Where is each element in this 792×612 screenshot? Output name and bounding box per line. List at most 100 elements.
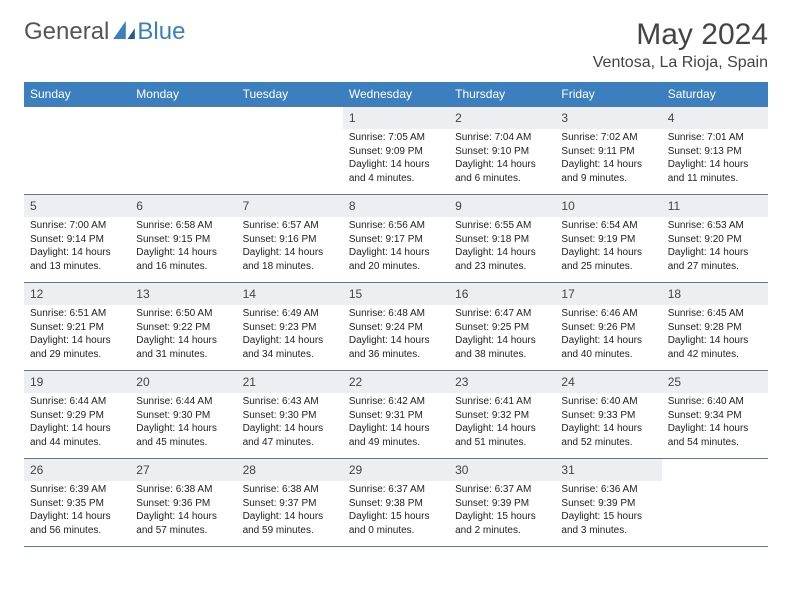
- sunrise-line: Sunrise: 6:46 AM: [561, 307, 655, 321]
- sunset-line: Sunset: 9:09 PM: [349, 145, 443, 159]
- calendar-day-cell: 13 Sunrise: 6:50 AMSunset: 9:22 PMDayligh…: [130, 283, 236, 371]
- day-number: 21: [237, 371, 343, 393]
- day-number: 7: [237, 195, 343, 217]
- daylight-line: Daylight: 14 hours and 18 minutes.: [243, 246, 337, 273]
- sunrise-line: Sunrise: 6:40 AM: [668, 395, 762, 409]
- weekday-header: Sunday: [24, 82, 130, 107]
- day-details: Sunrise: 6:58 AMSunset: 9:15 PMDaylight:…: [130, 217, 236, 277]
- sunset-line: Sunset: 9:36 PM: [136, 497, 230, 511]
- day-details: Sunrise: 6:38 AMSunset: 9:37 PMDaylight:…: [237, 481, 343, 541]
- day-number: 17: [555, 283, 661, 305]
- calendar-day-cell: [24, 107, 130, 195]
- location-text: Ventosa, La Rioja, Spain: [593, 54, 768, 72]
- daylight-line: Daylight: 15 hours and 0 minutes.: [349, 510, 443, 537]
- sunrise-line: Sunrise: 6:37 AM: [349, 483, 443, 497]
- day-details: Sunrise: 7:02 AMSunset: 9:11 PMDaylight:…: [555, 129, 661, 189]
- daylight-line: Daylight: 14 hours and 9 minutes.: [561, 158, 655, 185]
- calendar-day-cell: 10Sunrise: 6:54 AMSunset: 9:19 PMDayligh…: [555, 195, 661, 283]
- sunset-line: Sunset: 9:28 PM: [668, 321, 762, 335]
- sunset-line: Sunset: 9:22 PM: [136, 321, 230, 335]
- calendar-day-cell: 31Sunrise: 6:36 AMSunset: 9:39 PMDayligh…: [555, 459, 661, 547]
- day-number: 1: [343, 107, 449, 129]
- sunset-line: Sunset: 9:37 PM: [243, 497, 337, 511]
- sunrise-line: Sunrise: 6:44 AM: [30, 395, 124, 409]
- sunrise-line: Sunrise: 6:47 AM: [455, 307, 549, 321]
- sunset-line: Sunset: 9:21 PM: [30, 321, 124, 335]
- day-details: Sunrise: 6:54 AMSunset: 9:19 PMDaylight:…: [555, 217, 661, 277]
- day-number: 3: [555, 107, 661, 129]
- calendar-day-cell: 8Sunrise: 6:56 AMSunset: 9:17 PMDaylight…: [343, 195, 449, 283]
- sunset-line: Sunset: 9:17 PM: [349, 233, 443, 247]
- sunrise-line: Sunrise: 6:41 AM: [455, 395, 549, 409]
- day-details: Sunrise: 6:51 AMSunset: 9:21 PMDaylight:…: [24, 305, 130, 365]
- sunset-line: Sunset: 9:39 PM: [455, 497, 549, 511]
- calendar-day-cell: 6Sunrise: 6:58 AMSunset: 9:15 PMDaylight…: [130, 195, 236, 283]
- calendar-day-cell: [662, 459, 768, 547]
- day-number: 31: [555, 459, 661, 481]
- sunrise-line: Sunrise: 6:57 AM: [243, 219, 337, 233]
- day-details: Sunrise: 7:05 AMSunset: 9:09 PMDaylight:…: [343, 129, 449, 189]
- daylight-line: Daylight: 14 hours and 51 minutes.: [455, 422, 549, 449]
- calendar-week-row: 19Sunrise: 6:44 AMSunset: 9:29 PMDayligh…: [24, 371, 768, 459]
- sunrise-line: Sunrise: 6:45 AM: [668, 307, 762, 321]
- day-number: 10: [555, 195, 661, 217]
- day-details: Sunrise: 6:56 AMSunset: 9:17 PMDaylight:…: [343, 217, 449, 277]
- sunrise-line: Sunrise: 7:01 AM: [668, 131, 762, 145]
- day-number: 8: [343, 195, 449, 217]
- daylight-line: Daylight: 14 hours and 29 minutes.: [30, 334, 124, 361]
- sunset-line: Sunset: 9:13 PM: [668, 145, 762, 159]
- sunrise-line: Sunrise: 6:50 AM: [136, 307, 230, 321]
- sunrise-line: Sunrise: 6:37 AM: [455, 483, 549, 497]
- weekday-header: Wednesday: [343, 82, 449, 107]
- sunset-line: Sunset: 9:16 PM: [243, 233, 337, 247]
- sunrise-line: Sunrise: 6:40 AM: [561, 395, 655, 409]
- day-number: 11: [662, 195, 768, 217]
- day-details: Sunrise: 7:00 AMSunset: 9:14 PMDaylight:…: [24, 217, 130, 277]
- day-details: Sunrise: 6:38 AMSunset: 9:36 PMDaylight:…: [130, 481, 236, 541]
- sunrise-line: Sunrise: 6:55 AM: [455, 219, 549, 233]
- sunset-line: Sunset: 9:32 PM: [455, 409, 549, 423]
- daylight-line: Daylight: 14 hours and 40 minutes.: [561, 334, 655, 361]
- daylight-line: Daylight: 14 hours and 27 minutes.: [668, 246, 762, 273]
- daylight-line: Daylight: 14 hours and 16 minutes.: [136, 246, 230, 273]
- sunrise-line: Sunrise: 6:43 AM: [243, 395, 337, 409]
- day-number: 14: [237, 283, 343, 305]
- sunrise-line: Sunrise: 6:38 AM: [243, 483, 337, 497]
- day-details: Sunrise: 6:47 AMSunset: 9:25 PMDaylight:…: [449, 305, 555, 365]
- calendar-day-cell: 12Sunrise: 6:51 AMSunset: 9:21 PMDayligh…: [24, 283, 130, 371]
- sunrise-line: Sunrise: 6:38 AM: [136, 483, 230, 497]
- calendar-day-cell: 1Sunrise: 7:05 AMSunset: 9:09 PMDaylight…: [343, 107, 449, 195]
- calendar-day-cell: 16Sunrise: 6:47 AMSunset: 9:25 PMDayligh…: [449, 283, 555, 371]
- daylight-line: Daylight: 14 hours and 57 minutes.: [136, 510, 230, 537]
- daylight-line: Daylight: 14 hours and 44 minutes.: [30, 422, 124, 449]
- sunset-line: Sunset: 9:26 PM: [561, 321, 655, 335]
- calendar-day-cell: 9Sunrise: 6:55 AMSunset: 9:18 PMDaylight…: [449, 195, 555, 283]
- day-details: Sunrise: 6:42 AMSunset: 9:31 PMDaylight:…: [343, 393, 449, 453]
- calendar-day-cell: 24Sunrise: 6:40 AMSunset: 9:33 PMDayligh…: [555, 371, 661, 459]
- calendar-day-cell: 23Sunrise: 6:41 AMSunset: 9:32 PMDayligh…: [449, 371, 555, 459]
- daylight-line: Daylight: 14 hours and 56 minutes.: [30, 510, 124, 537]
- calendar-day-cell: 14Sunrise: 6:49 AMSunset: 9:23 PMDayligh…: [237, 283, 343, 371]
- sunrise-line: Sunrise: 6:49 AM: [243, 307, 337, 321]
- sunset-line: Sunset: 9:24 PM: [349, 321, 443, 335]
- calendar-day-cell: 7 Sunrise: 6:57 AMSunset: 9:16 PMDaylight…: [237, 195, 343, 283]
- day-details: Sunrise: 6:39 AMSunset: 9:35 PMDaylight:…: [24, 481, 130, 541]
- sunrise-line: Sunrise: 7:02 AM: [561, 131, 655, 145]
- sunset-line: Sunset: 9:25 PM: [455, 321, 549, 335]
- calendar-day-cell: 27Sunrise: 6:38 AMSunset: 9:36 PMDayligh…: [130, 459, 236, 547]
- calendar-day-cell: 18Sunrise: 6:45 AMSunset: 9:28 PMDayligh…: [662, 283, 768, 371]
- day-number: 25: [662, 371, 768, 393]
- day-number: 2: [449, 107, 555, 129]
- sunrise-line: Sunrise: 7:00 AM: [30, 219, 124, 233]
- day-number: 19: [24, 371, 130, 393]
- daylight-line: Daylight: 14 hours and 11 minutes.: [668, 158, 762, 185]
- day-number: 16: [449, 283, 555, 305]
- calendar-table: SundayMondayTuesdayWednesdayThursdayFrid…: [24, 82, 768, 547]
- day-number: 13: [130, 283, 236, 305]
- daylight-line: Daylight: 14 hours and 31 minutes.: [136, 334, 230, 361]
- daylight-line: Daylight: 14 hours and 54 minutes.: [668, 422, 762, 449]
- brand-part1: General: [24, 18, 109, 46]
- daylight-line: Daylight: 14 hours and 34 minutes.: [243, 334, 337, 361]
- sunset-line: Sunset: 9:10 PM: [455, 145, 549, 159]
- calendar-day-cell: 3Sunrise: 7:02 AMSunset: 9:11 PMDaylight…: [555, 107, 661, 195]
